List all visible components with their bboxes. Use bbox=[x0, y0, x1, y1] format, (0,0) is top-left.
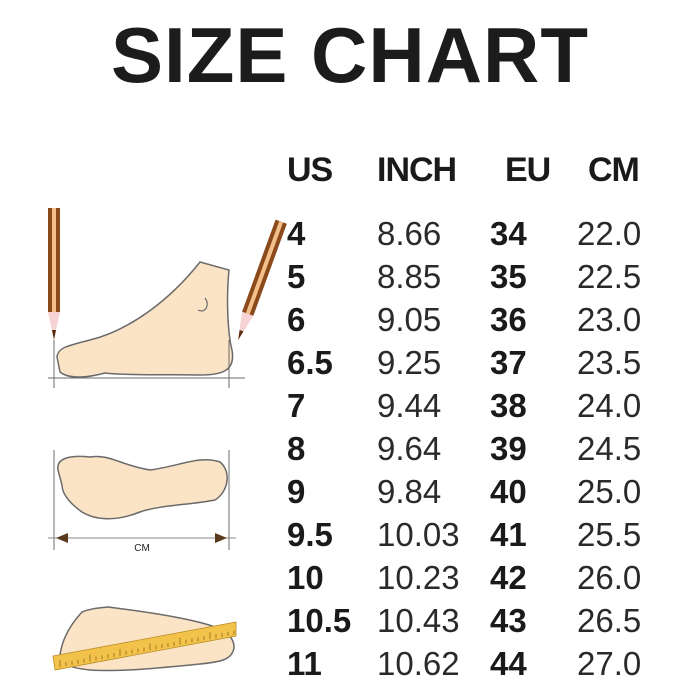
page-title: SIZE CHART bbox=[111, 11, 589, 99]
cell-us: 5 bbox=[287, 258, 306, 295]
cell-inch: 9.05 bbox=[377, 301, 442, 338]
cell-inch: 9.64 bbox=[377, 430, 442, 467]
cell-us: 6 bbox=[287, 301, 306, 338]
cell-cm: 23.5 bbox=[577, 344, 642, 381]
cell-eu: 36 bbox=[490, 301, 527, 338]
cell-cm: 24.0 bbox=[577, 387, 642, 424]
cell-eu: 41 bbox=[490, 516, 527, 553]
side-foot-icon bbox=[48, 261, 245, 388]
cell-us: 9 bbox=[287, 473, 306, 510]
cell-us: 6.5 bbox=[287, 344, 333, 381]
foot-outline-icon bbox=[48, 450, 236, 550]
cell-cm: 25.5 bbox=[577, 516, 642, 553]
header-eu: EU bbox=[505, 151, 551, 189]
cell-us: 7 bbox=[287, 387, 306, 424]
cell-eu: 37 bbox=[490, 344, 527, 381]
cm-label: CM bbox=[134, 543, 150, 554]
cell-cm: 27.0 bbox=[577, 645, 642, 682]
cell-us: 4 bbox=[287, 215, 306, 252]
cell-cm: 23.0 bbox=[577, 301, 642, 338]
arrow-left-icon bbox=[56, 533, 68, 543]
cell-inch: 10.43 bbox=[377, 602, 460, 639]
cell-inch: 9.84 bbox=[377, 473, 442, 510]
cell-eu: 39 bbox=[490, 430, 527, 467]
arrow-right-icon bbox=[215, 533, 227, 543]
cell-us: 8 bbox=[287, 430, 306, 467]
cell-cm: 25.0 bbox=[577, 473, 642, 510]
cell-cm: 22.0 bbox=[577, 215, 642, 252]
cell-cm: 22.5 bbox=[577, 258, 642, 295]
cell-eu: 38 bbox=[490, 387, 527, 424]
cell-eu: 44 bbox=[490, 645, 527, 682]
pencil-icon bbox=[238, 219, 287, 341]
cell-us: 10 bbox=[287, 559, 324, 596]
cell-inch: 8.85 bbox=[377, 258, 442, 295]
cell-eu: 34 bbox=[490, 215, 527, 252]
cell-inch: 9.44 bbox=[377, 387, 442, 424]
cell-cm: 26.0 bbox=[577, 559, 642, 596]
pencil-icon bbox=[48, 208, 60, 340]
cell-us: 10.5 bbox=[287, 602, 352, 639]
cell-eu: 40 bbox=[490, 473, 527, 510]
header-inch: INCH bbox=[377, 151, 457, 189]
cell-cm: 24.5 bbox=[577, 430, 642, 467]
header-us: US bbox=[287, 151, 333, 189]
cell-inch: 10.23 bbox=[377, 559, 460, 596]
cell-inch: 10.03 bbox=[377, 516, 460, 553]
cell-us: 11 bbox=[287, 645, 322, 682]
cell-inch: 10.62 bbox=[377, 645, 460, 682]
cell-us: 9.5 bbox=[287, 516, 333, 553]
header-cm: CM bbox=[588, 151, 640, 189]
cell-eu: 42 bbox=[490, 559, 527, 596]
cell-eu: 35 bbox=[490, 258, 527, 295]
cell-eu: 43 bbox=[490, 602, 527, 639]
cell-cm: 26.5 bbox=[577, 602, 642, 639]
cell-inch: 8.66 bbox=[377, 215, 442, 252]
ruler-foot-icon bbox=[52, 606, 237, 672]
cell-inch: 9.25 bbox=[377, 344, 442, 381]
